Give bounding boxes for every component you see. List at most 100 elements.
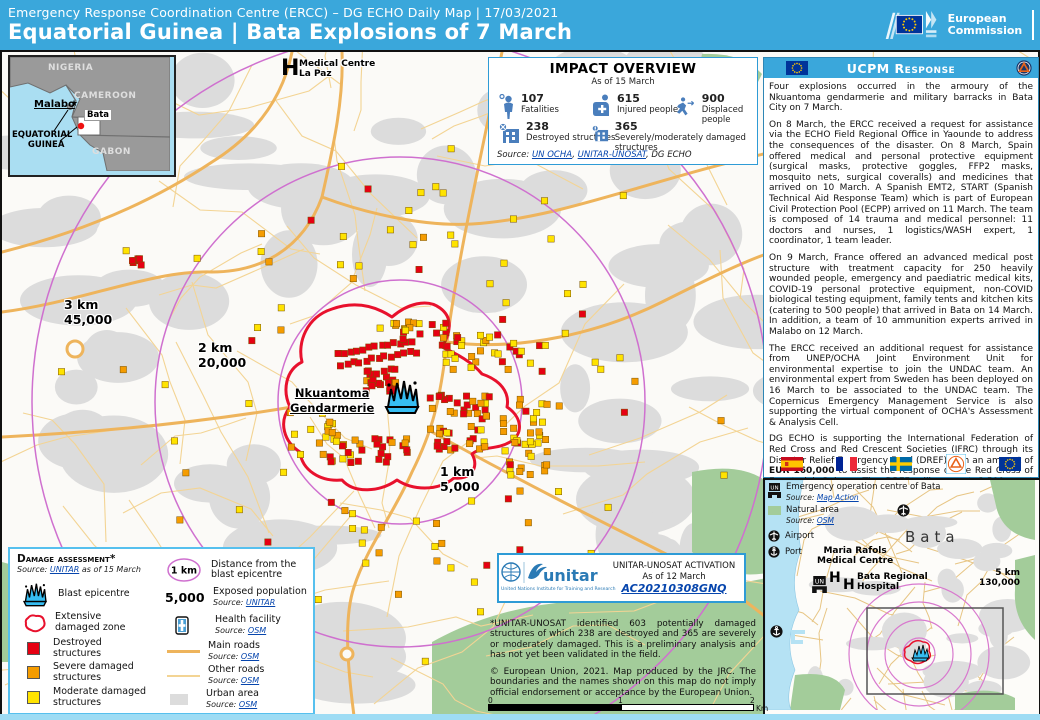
european-commission-logo: European Commission	[884, 6, 1034, 44]
legend-destroyed: Destroyed structures	[27, 637, 102, 659]
legend-other-roads: Other roads Source: OSM	[167, 664, 264, 686]
stat-destroyed: 238 Destroyed structures	[499, 121, 615, 146]
damage-legend-panel: Damage assessment* Source: UNITAR as of …	[8, 547, 315, 715]
link-osm[interactable]: OSM	[247, 625, 267, 635]
location-overview-inset: NIGERIA CAMEROON GABON Malabo ★ Bata EQU…	[8, 55, 176, 177]
ucpm-paragraph: On 8 March, the ERCC received a request …	[769, 119, 1033, 247]
ring-label-3km: 3 km 45,000	[64, 297, 113, 327]
medical-centre-label: Medical Centre La Paz	[299, 59, 376, 79]
displaced-person-icon	[677, 97, 695, 116]
scale-bar: 0 1 2 Km	[488, 696, 768, 713]
link-unitar[interactable]: UNITAR	[49, 565, 80, 574]
impact-asof: As of 15 March	[591, 77, 655, 87]
airport-icon	[768, 530, 780, 542]
destroyed-swatch	[27, 642, 40, 655]
stat-displaced: 900 Displaced people	[674, 93, 757, 125]
ucpm-paragraph: On 9 March, France offered an advanced m…	[769, 252, 1033, 338]
svg-text:1 km: 1 km	[171, 566, 197, 577]
damaged-building-icon	[592, 125, 609, 142]
link-osm[interactable]: OSM	[240, 675, 260, 685]
country-label-eq-guinea: EQUATORIAL GUINEA	[12, 130, 73, 150]
bata-city-inset-panel: UN Emergency operation centre of Bata Sou…	[763, 478, 1040, 716]
bata-natural	[790, 480, 1035, 710]
un-building-map-icon: UN	[812, 576, 827, 593]
bata-dot	[77, 122, 85, 130]
svg-text:UN: UN	[815, 578, 825, 585]
france-flag	[836, 457, 858, 471]
link-osm[interactable]: OSM	[240, 651, 260, 661]
legend-urban: Urban area Source: OSM	[170, 688, 259, 710]
damaged-structures	[58, 145, 728, 665]
ucpm-body-text: Four explosions occurred in the armoury …	[764, 78, 1038, 519]
hospital-icon: H	[843, 577, 855, 593]
bata-hospital-label: Bata Regional Hospital	[857, 572, 928, 592]
scale-tick: 1	[618, 696, 623, 705]
other-road-swatch	[167, 674, 200, 677]
link-osm[interactable]: OSM	[816, 515, 834, 525]
ring-label-2km: 2 km 20,000	[198, 340, 247, 370]
health-facility-icon	[175, 616, 189, 635]
moderate-swatch	[27, 691, 40, 704]
link-un-ocha[interactable]: UN OCHA	[531, 150, 573, 160]
eu-flag-icon	[786, 61, 808, 75]
city-label-bata: Bata	[84, 109, 113, 121]
extensive-damaged-zone	[282, 301, 521, 492]
ucpm-paragraph: The ERCC received an additional request …	[769, 343, 1033, 428]
person-icon	[499, 94, 513, 119]
ucpm-response-panel: UCPM Response Four explosions occurred i…	[763, 57, 1039, 519]
legend-main-roads: Main roads Source: OSM	[167, 640, 260, 662]
link-map-action[interactable]: Map Action	[816, 492, 859, 502]
un-building-icon: UN	[768, 483, 781, 498]
destroyed-building-icon	[499, 122, 519, 143]
country-label-gabon: GABON	[92, 147, 131, 157]
bottom-strip	[0, 714, 1040, 720]
stat-fatalities: 107 Fatalities	[499, 93, 559, 120]
unitar-activation-text: UNITAR-UNOSAT ACTIVATION As of 12 March …	[612, 560, 736, 595]
svg-text:UN: UN	[770, 485, 778, 491]
impact-sources: Source: UN OCHA, UNITAR-UNOSAT, DG ECHO	[497, 150, 692, 160]
hospital-icon: H	[281, 56, 300, 81]
blast-epicentre-icon	[384, 380, 420, 414]
legend-blast: Blast epicentre	[20, 581, 130, 607]
civil-protection-icon	[1016, 60, 1032, 76]
capital-label: Malabo	[34, 99, 75, 110]
country-label-cameroon: CAMEROON	[74, 91, 137, 101]
port-icon	[768, 546, 780, 558]
link-unitar-unosat[interactable]: UNITAR-UNOSAT	[577, 150, 646, 160]
spain-flag	[780, 457, 803, 471]
ec-logo-text: European Commission	[947, 12, 1023, 37]
stat-damaged: 365 Severely/moderately damaged structure…	[592, 121, 757, 153]
legend-distance: 1 km Distance from the blast epicentre	[165, 557, 296, 583]
scale-tick: 0	[488, 696, 493, 705]
severe-swatch	[27, 666, 40, 679]
ucpm-header: UCPM Response	[764, 58, 1038, 78]
distance-ring-icon: 1 km	[167, 558, 201, 582]
link-activation-code[interactable]: AC20210308GNQ	[621, 581, 727, 595]
legend-moderate: Moderate damaged structures	[27, 686, 146, 708]
impact-overview-panel: IMPACT OVERVIEW As of 15 March 107 Fatali…	[488, 57, 758, 165]
ec-logo-bar	[1032, 10, 1034, 40]
injured-person-icon	[593, 94, 609, 116]
page-title: Equatorial Guinea | Bata Explosions of 7…	[8, 20, 573, 44]
scale-segment-black	[488, 704, 623, 711]
extent-rectangle	[866, 607, 1004, 695]
damaged-zone-icon	[24, 613, 46, 632]
legend-port: Port	[768, 546, 941, 558]
unitar-activation-panel: unitar United Nations Institute for Trai…	[497, 553, 746, 603]
ring-label-5km: 5 km 130,000	[979, 568, 1020, 588]
ring-label-1km: 1 km 5,000	[440, 464, 480, 494]
natural-area-swatch	[768, 506, 781, 515]
scale-unit: Km	[756, 704, 769, 713]
header-subtitle: Emergency Response Coordination Centre (…	[8, 5, 559, 20]
bata-legend: UN Emergency operation centre of Bata Sou…	[768, 482, 941, 558]
ucpm-title: UCPM Response	[846, 60, 956, 76]
link-osm[interactable]: OSM	[238, 699, 258, 709]
sweden-flag	[890, 457, 913, 471]
footnote-unosat: *UNITAR-UNOSAT identified 603 potentiall…	[490, 619, 756, 660]
gendarmerie-label: Nkuantoma Gendarmerie	[290, 386, 375, 415]
ec-flag-icon	[885, 11, 937, 39]
hospital-icon: H	[829, 570, 841, 586]
link-unitar[interactable]: UNITAR	[245, 597, 276, 607]
maria-rafols-label: Maria Rafols Medical Centre	[817, 546, 894, 566]
